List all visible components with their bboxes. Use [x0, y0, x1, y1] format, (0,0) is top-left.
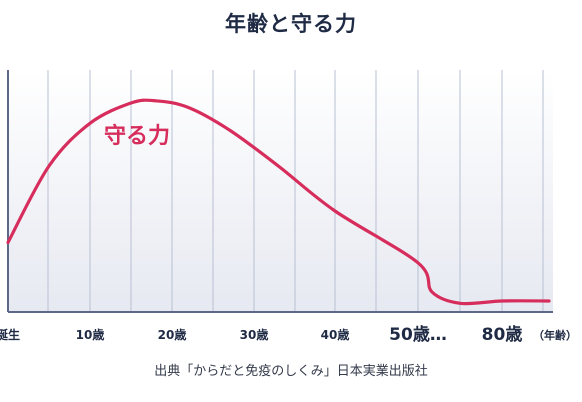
chart-title: 年齢と守る力: [225, 12, 357, 36]
x-tick-label: 10歳: [76, 327, 105, 342]
plot-background: [8, 70, 553, 312]
x-tick-label: 40歳: [321, 327, 350, 342]
x-tick-label: 30歳: [240, 327, 269, 342]
defense-curve: [6, 98, 551, 306]
x-tick-label: 20歳: [158, 327, 187, 342]
x-tick-label: 50歳…: [389, 324, 447, 345]
x-tick-labels: 誕生 10歳 20歳 30歳 40歳 50歳… 80歳 （年齢）: [0, 324, 577, 345]
x-tick-label: 80歳: [482, 324, 523, 345]
grid-lines: [47, 70, 544, 312]
x-unit-label: （年齢）: [533, 328, 577, 342]
source-citation: 出典「からだと免疫のしくみ」日本実業出版社: [154, 364, 428, 379]
series-label: 守る力: [104, 123, 170, 149]
x-tick-label: 誕生: [0, 327, 20, 342]
